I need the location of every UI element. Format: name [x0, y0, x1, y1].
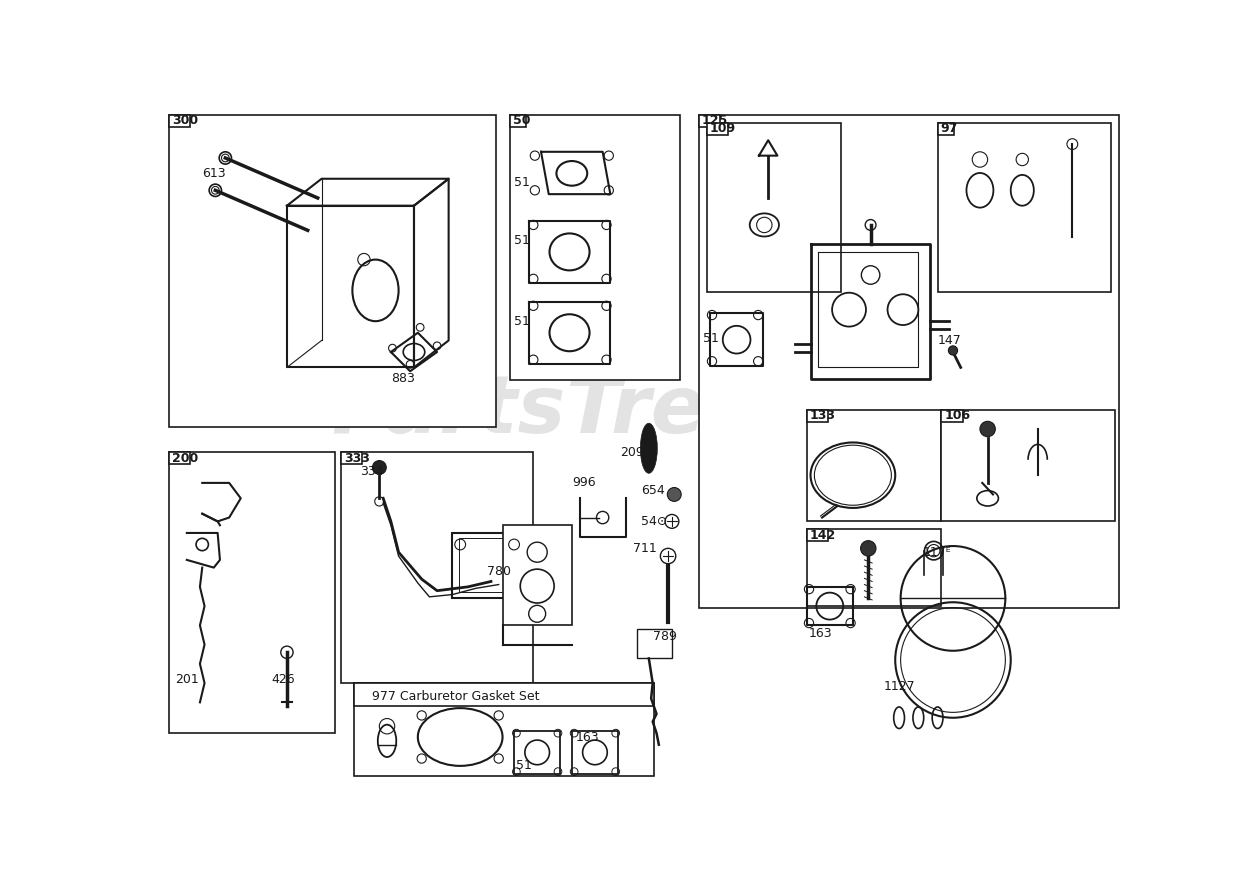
- Circle shape: [860, 540, 877, 556]
- Bar: [459, 539, 517, 592]
- Circle shape: [667, 488, 681, 502]
- Text: 106: 106: [944, 409, 971, 422]
- Text: 142: 142: [810, 529, 836, 542]
- Bar: [169, 452, 335, 733]
- Text: 426: 426: [272, 672, 295, 686]
- Bar: [354, 683, 655, 706]
- Text: 654: 654: [641, 484, 665, 497]
- Text: Parts: Parts: [331, 371, 566, 450]
- Text: 125: 125: [702, 114, 729, 128]
- Text: 51: 51: [514, 176, 530, 189]
- Text: 300: 300: [172, 114, 198, 128]
- Bar: [698, 114, 1119, 607]
- Bar: [341, 452, 362, 465]
- Text: 334: 334: [360, 465, 384, 478]
- Text: 200: 200: [172, 451, 198, 465]
- Text: 711: 711: [633, 542, 657, 555]
- Bar: [938, 122, 954, 135]
- Text: 789: 789: [652, 630, 677, 643]
- Bar: [942, 410, 1115, 521]
- Text: 51: 51: [514, 234, 530, 247]
- Text: 201: 201: [176, 672, 199, 686]
- Text: 977 Carburetor Gasket Set: 977 Carburetor Gasket Set: [371, 691, 539, 703]
- Text: 883: 883: [391, 372, 415, 385]
- Text: 51: 51: [702, 332, 719, 345]
- Bar: [706, 122, 841, 292]
- Text: 780: 780: [487, 565, 512, 578]
- Text: 109: 109: [710, 122, 736, 136]
- Bar: [698, 114, 720, 127]
- Bar: [510, 114, 680, 380]
- Text: 163: 163: [809, 627, 833, 640]
- Text: Tree: Tree: [566, 371, 760, 450]
- Bar: [169, 452, 191, 465]
- Text: 51: 51: [514, 315, 530, 327]
- Text: 51: 51: [515, 759, 532, 772]
- Text: 163: 163: [576, 730, 599, 744]
- Bar: [706, 122, 727, 135]
- Bar: [806, 410, 942, 521]
- Bar: [806, 410, 828, 422]
- Text: 54⊙: 54⊙: [641, 515, 667, 528]
- Bar: [942, 410, 963, 422]
- Text: 97: 97: [940, 122, 958, 136]
- Text: 147: 147: [938, 334, 962, 347]
- Bar: [510, 114, 527, 127]
- Bar: [453, 533, 522, 598]
- Bar: [938, 122, 1111, 292]
- Bar: [169, 114, 191, 127]
- Text: 996: 996: [573, 476, 596, 489]
- Circle shape: [979, 422, 996, 436]
- Text: 117ᴱ: 117ᴱ: [922, 546, 951, 559]
- Text: 613: 613: [202, 167, 226, 180]
- Bar: [806, 529, 828, 541]
- Bar: [503, 525, 572, 626]
- Bar: [169, 114, 497, 427]
- Bar: [637, 629, 672, 658]
- Circle shape: [372, 460, 386, 474]
- Text: 133: 133: [810, 409, 835, 422]
- Text: 209: 209: [621, 445, 645, 458]
- Bar: [354, 683, 655, 775]
- Ellipse shape: [641, 423, 657, 473]
- Text: 333: 333: [344, 451, 370, 465]
- Circle shape: [948, 346, 958, 355]
- Text: 50: 50: [513, 114, 530, 128]
- Text: 1127: 1127: [884, 680, 915, 693]
- Bar: [806, 529, 942, 606]
- Bar: [341, 452, 533, 683]
